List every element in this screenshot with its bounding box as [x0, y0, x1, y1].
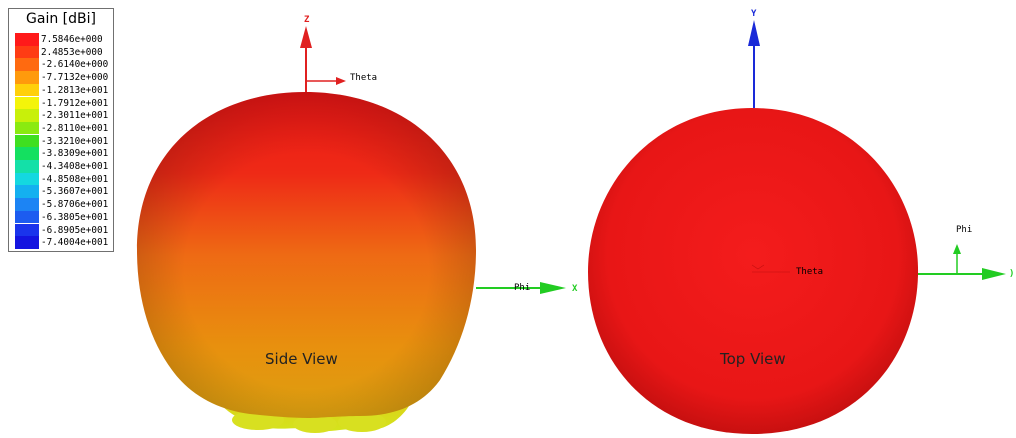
side-x-axis-arrow [540, 282, 566, 294]
legend-row: 7.5846e+000 [15, 33, 111, 46]
legend-value: -4.8508e+001 [41, 173, 109, 185]
legend-swatch [15, 83, 39, 97]
legend-value: -3.8309e+001 [41, 148, 109, 160]
legend-value: -5.8706e+001 [41, 199, 109, 211]
legend-value: -2.6140e+000 [41, 59, 109, 71]
legend-swatch [15, 96, 39, 109]
legend-row: -4.3408e+001 [15, 160, 111, 173]
legend-row: -6.3805e+001 [15, 210, 111, 224]
legend-row: 2.4853e+000 [15, 45, 111, 59]
side-theta-axis-arrow [336, 77, 346, 85]
top-view-axes [748, 20, 1006, 280]
top-theta-axis-label: Theta [796, 267, 823, 277]
side-x-axis-label: X [572, 284, 578, 294]
top-y-axis-arrow [748, 20, 760, 46]
legend-swatch [15, 147, 39, 160]
legend-swatch [15, 160, 39, 173]
legend-value: -6.3805e+001 [41, 211, 109, 223]
top-view-label: Top View [719, 350, 786, 368]
legend-swatch [15, 109, 39, 122]
legend-value: -3.3210e+001 [41, 135, 109, 147]
side-phi-axis-label: Phi [514, 283, 530, 293]
legend-title: Gain [dBi] [26, 11, 96, 27]
legend-swatch [15, 58, 39, 71]
legend-row: -5.8706e+001 [15, 198, 111, 211]
legend-row: -1.7912e+001 [15, 96, 111, 109]
top-phi-axis-label: Phi [956, 225, 972, 235]
legend-swatch [15, 71, 39, 84]
legend-row: -7.7132e+000 [15, 71, 111, 84]
legend-swatch [15, 198, 39, 211]
legend-value: -2.3011e+001 [41, 110, 109, 122]
top-view-main-lobe [588, 108, 919, 434]
legend-value: -2.8110e+001 [41, 122, 109, 134]
legend-row: -3.3210e+001 [15, 134, 111, 148]
legend-row: -2.3011e+001 [15, 109, 111, 122]
legend-row: -5.3607e+001 [15, 185, 111, 198]
legend-row: -2.6140e+000 [15, 58, 111, 71]
legend-value: -6.8905e+001 [41, 224, 109, 236]
legend-row: -3.8309e+001 [15, 147, 111, 160]
legend-row: -4.8508e+001 [15, 172, 111, 186]
side-view-label: Side View [265, 350, 338, 368]
legend-value: -4.3408e+001 [41, 161, 109, 172]
legend-swatch [15, 236, 39, 249]
legend-swatch [15, 172, 39, 186]
legend-swatch [15, 134, 39, 148]
legend-swatch [15, 121, 39, 135]
legend-value: -7.7132e+000 [41, 72, 109, 84]
top-phi-axis-arrow [953, 244, 961, 254]
side-view-lobe-right [338, 412, 386, 432]
legend-value: 7.5846e+000 [41, 34, 103, 45]
top-x-axis-label: ) [1009, 269, 1014, 279]
legend-value: -1.2813e+001 [41, 84, 109, 96]
top-x-axis-arrow [982, 268, 1006, 280]
legend-swatch [15, 210, 39, 224]
legend-swatch [15, 33, 39, 46]
side-view-lobe-mid [293, 415, 337, 433]
side-z-axis-arrow [300, 26, 312, 48]
legend-row: -2.8110e+001 [15, 121, 111, 135]
side-view-pattern [137, 92, 476, 433]
gain-legend: Gain [dBi] 7.5846e+000 2.4853e+000 -2.6140… [8, 8, 114, 252]
side-view-axes [300, 26, 566, 294]
top-view-pattern [588, 108, 919, 434]
legend-value: -7.4004e+001 [41, 237, 109, 249]
legend-row: -1.2813e+001 [15, 83, 111, 97]
legend-swatch [15, 185, 39, 198]
side-z-axis-label: Z [304, 15, 310, 25]
legend-swatch [15, 45, 39, 59]
legend-value: -1.7912e+001 [41, 97, 109, 109]
side-theta-axis-label: Theta [350, 73, 377, 83]
legend-value: -5.3607e+001 [41, 186, 109, 198]
legend-value: 2.4853e+000 [41, 46, 103, 58]
legend-row: -7.4004e+001 [15, 236, 111, 249]
top-y-axis-label: Y [751, 9, 757, 19]
legend-row: -6.8905e+001 [15, 223, 111, 236]
legend-swatch [15, 223, 39, 236]
